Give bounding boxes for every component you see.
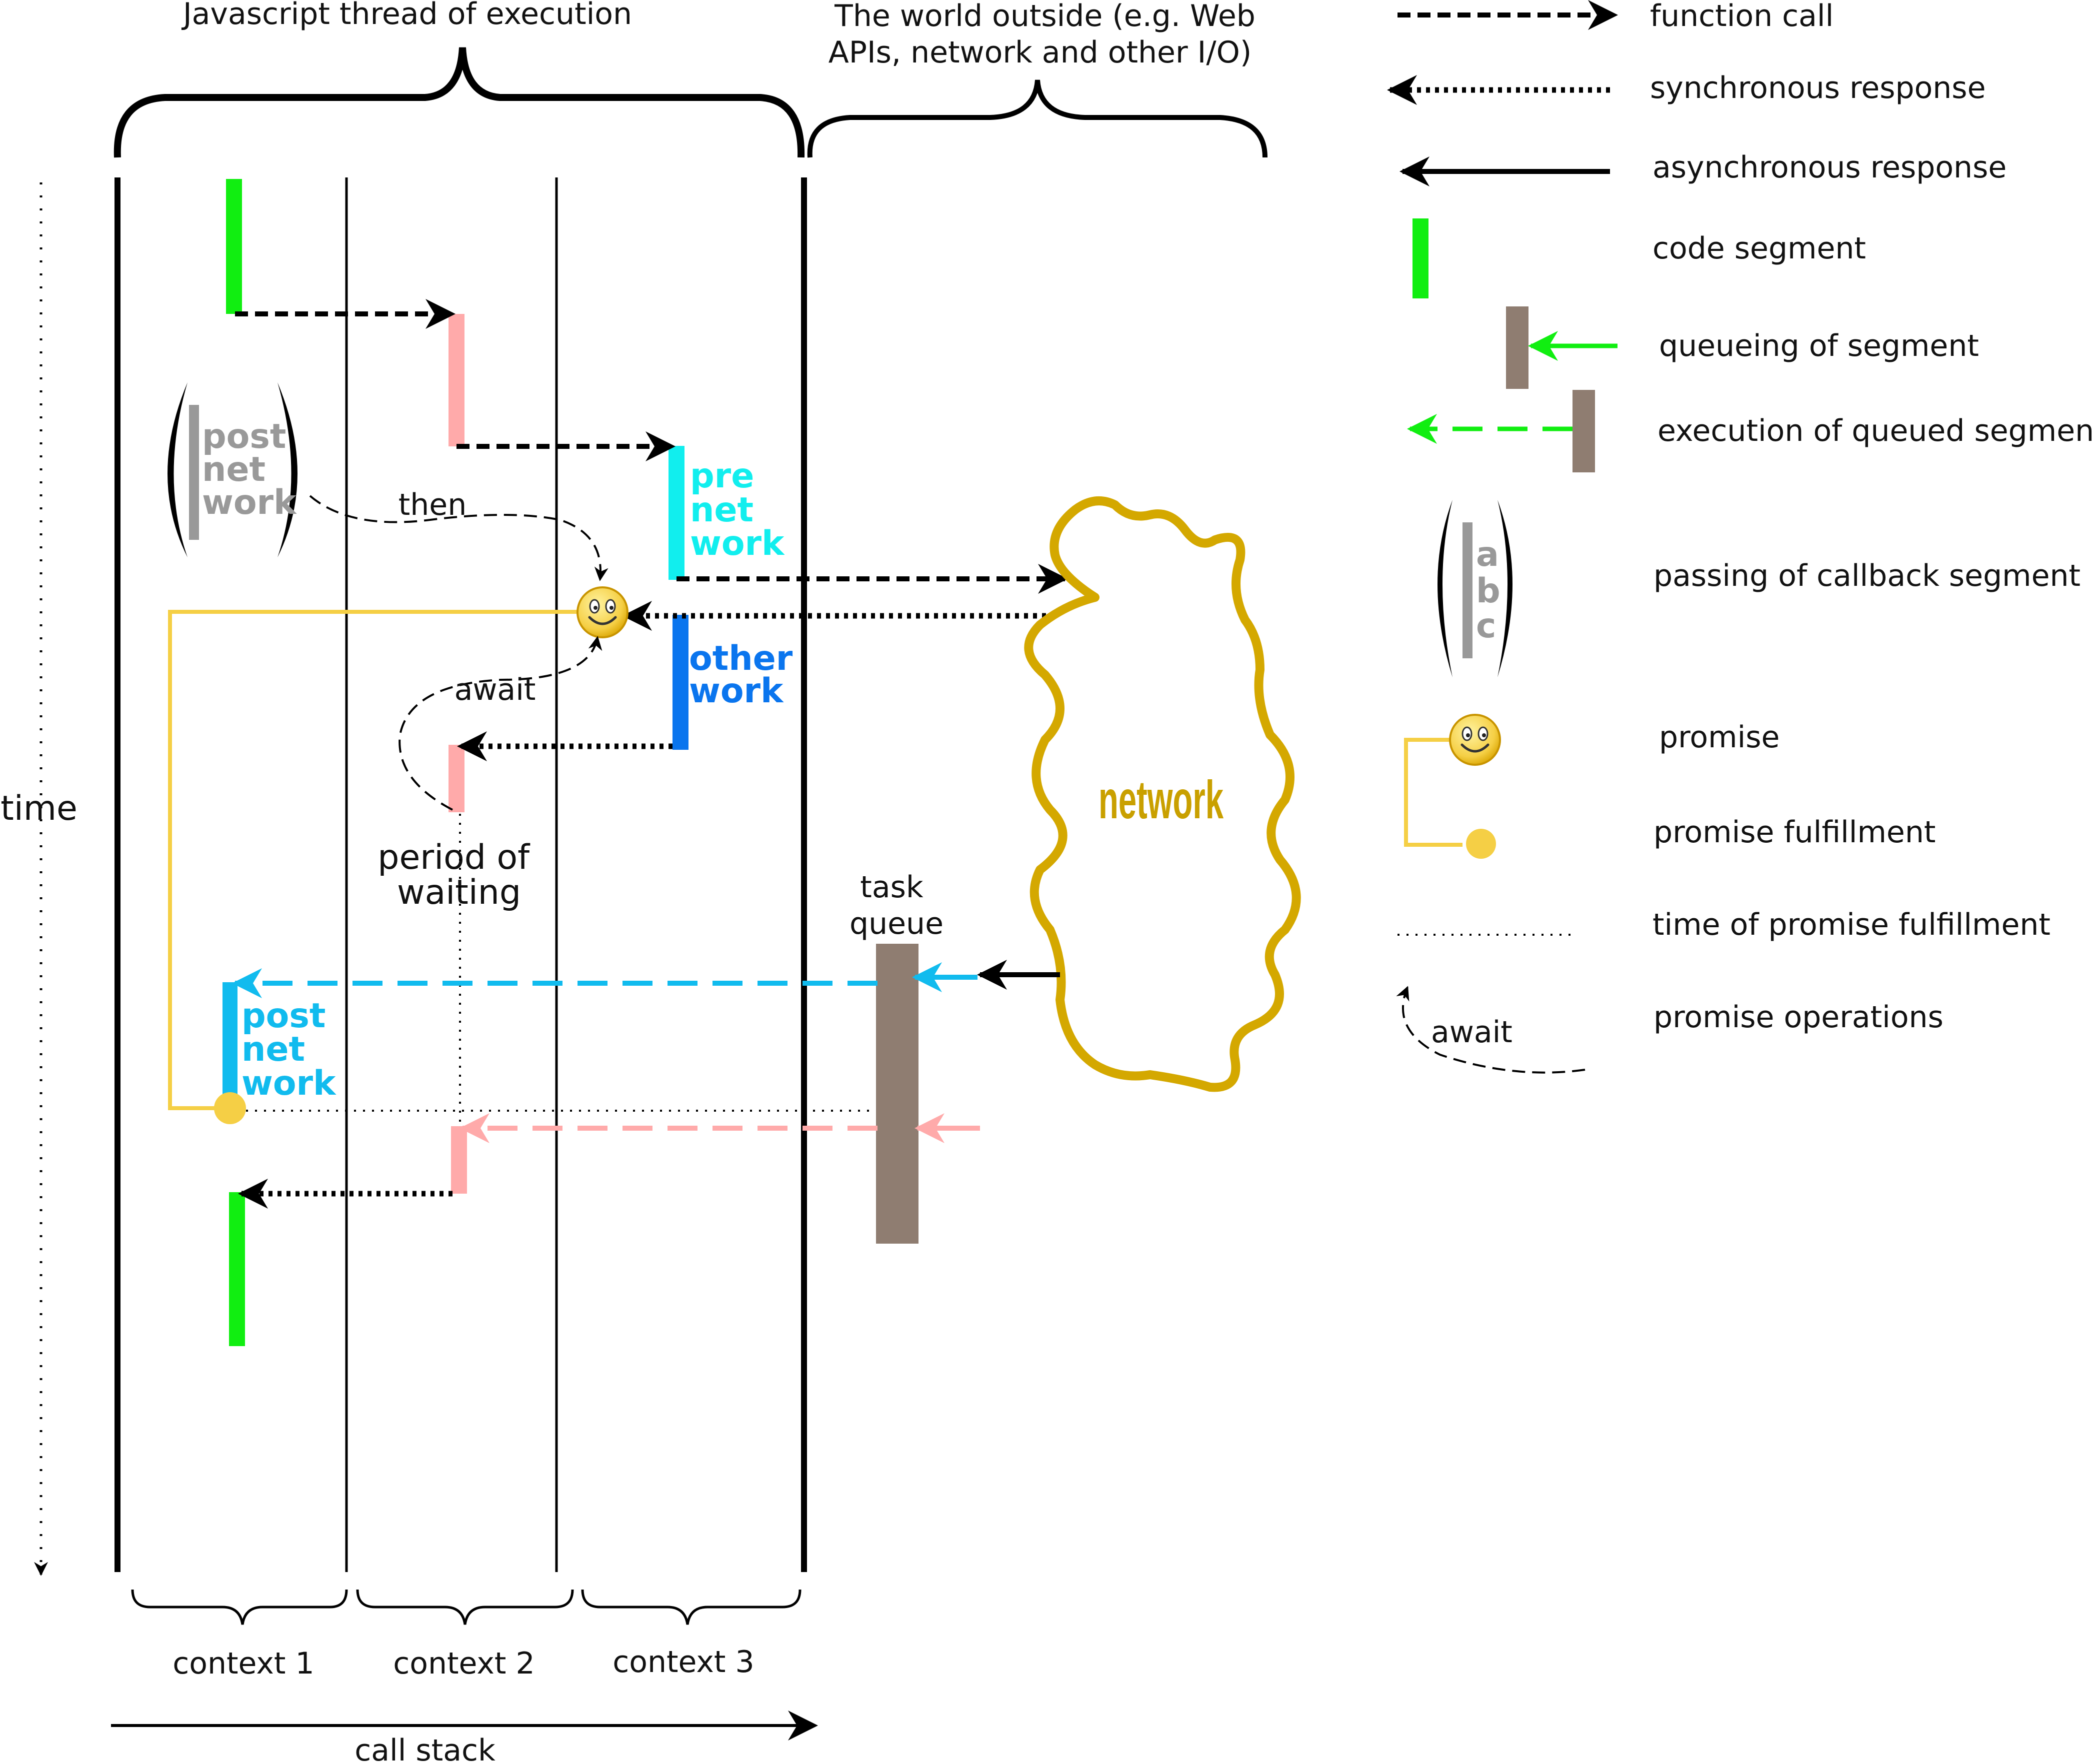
then-label: then [398,487,467,522]
context-3-label: context 3 [612,1645,754,1680]
callback-segment: post net work [168,382,298,557]
context-1-label: context 1 [172,1646,314,1681]
outside-header-line2: APIs, network and other I/O) [828,35,1252,70]
legend-exec-text: execution of queued segment [1658,413,2093,448]
await-curve [398,636,602,811]
task-queue [876,944,918,1244]
network-cloud [1024,496,1301,1092]
js-thread-header: Javascript thread of execution [181,0,632,31]
legend-await-curve [1396,986,1586,1074]
segment-await-resume [451,1126,467,1194]
legend-time-text: time of promise fulfillment [1652,907,2050,942]
context-3-brace [581,1589,802,1625]
legend-async-text: asynchronous response [1652,150,2006,185]
legend-promise-text: promise [1659,720,1780,755]
context-2-label: context 2 [393,1646,534,1681]
await-label: await [454,672,536,707]
legend-exec-block [1572,390,1595,472]
svg-text:a b c: a b c [1476,535,1512,646]
promise-fulfillment-dot [214,1092,246,1124]
legend-code-text: code segment [1652,231,1866,266]
other-work-label: other work [689,639,804,711]
segment-pre-network [668,446,684,580]
call-stack-label: call stack [354,1733,496,1764]
legend-callback-sample: a b c [1438,500,1512,677]
legend-fulfillment-dot [1466,829,1496,859]
pre-network-label: pre net work [690,456,785,563]
segment-context2-call [448,314,464,446]
legend-await-sample: await [1431,1015,1512,1050]
network-label: network [1098,769,1224,830]
code-segment-main-end [229,1192,245,1346]
context-1-brace [131,1589,348,1625]
outside-header-line1: The world outside (e.g. Web [834,0,1256,33]
promise-connector [168,610,582,1110]
legend-callback-text: passing of callback segment [1654,558,2080,593]
svg-text:post net work: post net work [202,417,298,522]
segment-other-work [672,615,688,750]
legend-promise-line [1404,738,1462,847]
context-2-brace [356,1589,574,1625]
legend: function call synchronous response async… [1387,0,2093,1074]
js-thread-brace [114,47,805,158]
outside-brace [807,79,1268,158]
time-label: time [0,789,78,828]
legend-fulfillment-text: promise fulfillment [1654,815,1936,850]
legend-queue-block [1506,306,1528,389]
segment-post-network [222,982,238,1107]
legend-function-call-text: function call [1650,0,1834,33]
period-waiting-label: period of waiting [378,838,540,912]
post-network-label: post net work [242,996,338,1103]
legend-sync-text: synchronous response [1650,70,1986,105]
task-queue-label: task queue [850,870,944,941]
legend-queue-text: queueing of segment [1659,328,1979,363]
then-curve [309,495,608,581]
legend-promise-ops-text: promise operations [1654,1000,1944,1035]
legend-promise-smiley [1450,715,1500,765]
legend-code-segment [1412,218,1428,298]
segment-await-pause [448,745,464,812]
promise-smiley [578,587,628,637]
code-segment-main-start [226,179,242,314]
